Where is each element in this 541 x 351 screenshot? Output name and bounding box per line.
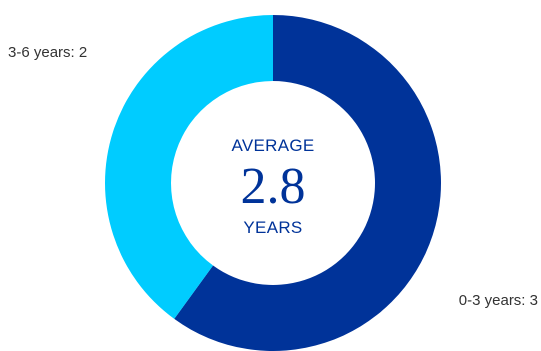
slice-label-3-6-years: 3-6 years: 2 [8,44,87,61]
center-label-average: AVERAGE [231,136,314,155]
center-value: 2.8 [241,158,306,215]
donut-slices [105,15,441,351]
donut-slice-0 [174,15,441,351]
slice-label-0-3-years: 0-3 years: 3 [459,292,538,309]
donut-slice-1 [105,15,273,319]
center-label-years: YEARS [243,218,302,237]
